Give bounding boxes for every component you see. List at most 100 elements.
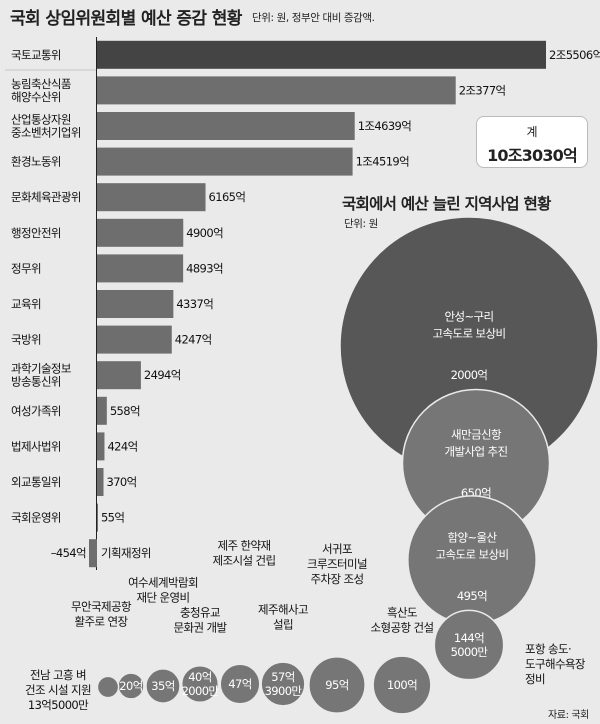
bubble-name-label: 함양~울산 [448,531,498,545]
chart-title: 국회 상임위원회별 예산 증감 현황 [10,9,242,29]
bar [97,325,172,354]
bubble-name-label: 고속도로 보상비 [436,548,509,562]
bubble-name-label: 설립 [273,618,293,632]
bubble-name-label: 전남 고흥 벼 [30,668,86,682]
bar-category-label: 외교통일위 [11,475,61,489]
bubble-name-label: 제주 한약재 [218,539,271,553]
bubble-name-label: 정비 [525,672,545,686]
source-note: 자료: 국회 [548,710,589,721]
region-chart-unit: 단위: 원 [344,218,378,230]
bubble [219,663,261,705]
bubble-name-label: 포항 송도· [525,642,571,656]
bubble-name-label: 개발사업 추진 [445,445,508,459]
bar-value-label: 2조377억 [459,83,506,97]
bar [97,76,456,105]
bar-category-label: 과학기술정보 [11,362,71,376]
bubble [180,664,220,704]
bubble-name-label: 주차장 조성 [311,572,364,586]
bar-category-label: 중소벤처기업위 [11,126,81,140]
bar-category-label: 산업통상자원 [11,113,71,127]
bubble [96,675,120,699]
bubble-value-label: 57억 [271,670,294,684]
bar-category-label: 국회운영위 [11,511,61,525]
bubble-value-label: 5000만 [451,645,489,659]
bar-category-label: 문화체육관광위 [11,190,81,204]
bar [97,254,184,283]
bar-value-label: 55억 [101,511,124,525]
bar [97,290,174,318]
bar [97,40,546,69]
total-label: 계 [526,125,538,139]
bubble-name-label: 소형공항 건설 [371,621,434,635]
bar-category-label: 정무위 [11,261,41,275]
bubble-value-label: 40억 [188,670,211,684]
bubble [433,609,505,681]
bar-value-label: 4900억 [186,226,223,240]
bar [97,183,206,212]
bar-value-label: 4247억 [175,333,212,347]
bar-category-label: 교육위 [11,297,41,311]
bar-value-label: 2494억 [144,368,181,382]
bubble-name-label: 새만금신항 [451,428,502,442]
bar-value-label: 4337억 [176,297,213,311]
bar-category-label: 환경노동위 [11,155,61,169]
bubble-name-label: 활주로 연장 [75,615,129,629]
bubble-value-label: 3900만 [265,684,303,698]
bubble-name-label: 문화권 개발 [174,621,228,635]
bar-value-label: 2조5506억 [549,48,600,62]
bar-category-label: 해양수산위 [11,90,61,104]
bubble-name-label: 고속도로 보상비 [433,327,506,341]
bubble-name-label: 여수세계박람회 [128,576,198,590]
bubble-value-label: 35억 [151,679,174,693]
bar-category-label: 국방위 [11,333,41,347]
chart-unit-note: 단위: 원, 정부안 대비 증감액. [252,12,375,24]
total-value: 10조3030억 [487,146,578,165]
bubble-name-label: 도구해수욕장 [525,657,586,671]
bubble-value-label: 2000만 [182,684,220,698]
bubble-value-label: 100억 [387,678,417,692]
bubble-name-label: 서귀포 [322,542,352,556]
bar [89,539,97,568]
bar-value-label: 1조4639억 [358,119,412,133]
bubble-name-label: 흑산도 [387,606,417,620]
bubble-value-label: 144억 [454,631,484,645]
bar-value-label: 1조4519억 [356,155,410,169]
bar [97,396,107,425]
bubble-name-label: 제주해사고 [258,603,308,617]
bar [97,432,105,461]
bar-category-label: 기획재정위 [101,546,151,560]
bar-value-label: 558억 [110,404,140,418]
bubble-name-label: 충청유교 [180,606,220,620]
bubble [308,656,366,714]
bubble-name-label: 재단 운영비 [137,591,190,605]
bubble-name-label: 무안국제공항 [71,600,132,614]
bar-value-label: 4893억 [186,261,223,275]
bubble-name-label: 안성~구리 [445,310,494,324]
region-chart-title: 국회에서 예산 늘린 지역사업 현황 [342,195,551,213]
bubble-name-label: 제조시설 건립 [213,554,276,568]
bubble [372,655,432,715]
bar-category-label: 법제사법위 [11,439,61,453]
bubble-name-label: 크루즈터미널 [307,557,367,571]
bubble-value-label: 495억 [457,589,487,603]
bar [97,361,141,390]
bar [97,112,355,140]
bar-value-label: 424억 [107,439,137,453]
bar [97,503,98,532]
bubble-name-label: 건조 시설 지원 [25,683,91,697]
bubble-name-label: 13억5000만 [28,698,89,712]
bar-category-label: 농림축산식품 [11,77,71,91]
bar [97,468,104,496]
bar-category-label: 방송통신위 [11,375,61,389]
bubble-value-label: 20억 [119,679,142,693]
bar-category-label: 행정안전위 [11,226,61,240]
total-box: 계 10조3030억 [476,116,588,168]
bar-value-label: –454억 [51,546,86,560]
bar [97,218,184,247]
bar [97,147,353,176]
bubble-value-label: 2000억 [451,368,488,382]
bubble-value-label: 47억 [228,677,251,691]
